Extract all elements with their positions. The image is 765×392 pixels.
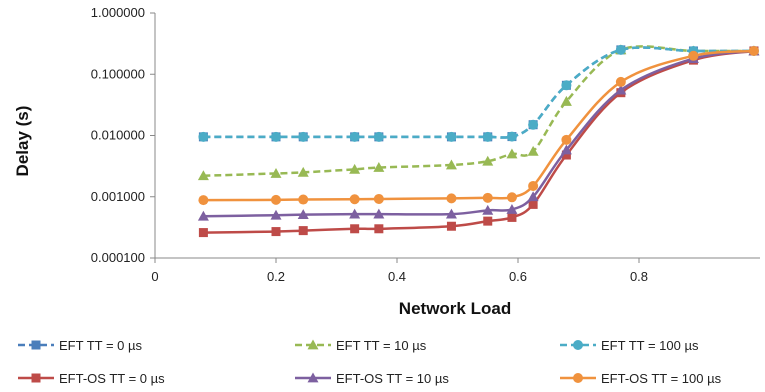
x-tick-label: 0.8	[630, 269, 648, 284]
x-tick-labels: 0 0.2 0.4 0.6 0.8	[151, 269, 648, 284]
data-point	[349, 131, 360, 142]
data-point	[198, 195, 209, 206]
chart-axes	[150, 12, 760, 263]
legend-label: EFT-OS TT = 100 µs	[601, 371, 722, 386]
data-point	[197, 210, 209, 221]
legend-marker	[573, 340, 583, 350]
data-point	[561, 80, 572, 91]
legend-label: EFT-OS TT = 0 µs	[59, 371, 165, 386]
data-point	[561, 134, 572, 145]
data-point	[528, 119, 539, 130]
legend-marker	[307, 372, 319, 383]
y-tick-label: 0.001000	[91, 189, 145, 204]
data-point	[298, 131, 309, 142]
data-point	[527, 145, 539, 156]
x-axis-label: Network Load	[399, 299, 511, 318]
data-point	[373, 208, 385, 219]
data-point	[373, 162, 385, 172]
data-point	[271, 194, 281, 205]
data-point	[298, 194, 309, 205]
data-point	[198, 228, 208, 238]
data-point	[349, 163, 361, 174]
data-point	[615, 44, 626, 55]
data-point	[506, 192, 517, 203]
y-tick-labels: 0.000100 0.001000 0.010000 0.100000 1.000000	[91, 5, 145, 265]
data-point	[198, 131, 209, 142]
legend-item: EFT TT = 100 µs	[560, 338, 699, 353]
data-point	[688, 50, 699, 61]
x-tick-label: 0.4	[388, 269, 406, 284]
legend-item: EFT-OS TT = 0 µs	[18, 371, 165, 386]
data-point	[298, 226, 308, 236]
data-point	[527, 191, 539, 202]
y-tick-label: 0.010000	[91, 128, 145, 143]
data-point	[560, 95, 572, 106]
data-point	[615, 76, 626, 87]
data-point	[506, 148, 518, 159]
data-point	[271, 227, 281, 237]
data-point	[615, 84, 627, 95]
data-point	[271, 131, 281, 142]
data-point	[482, 204, 494, 215]
data-point	[446, 193, 457, 204]
legend-item: EFT TT = 10 µs	[295, 338, 427, 353]
y-tick-label: 0.100000	[91, 66, 145, 81]
data-point	[197, 170, 209, 181]
legend-item: EFT-OS TT = 10 µs	[295, 371, 449, 386]
data-point	[373, 131, 384, 142]
data-point	[482, 155, 494, 166]
legend-label: EFT-OS TT = 10 µs	[336, 371, 449, 386]
legend-marker	[31, 340, 41, 350]
x-tick-label: 0.2	[267, 269, 285, 284]
data-point	[506, 203, 518, 214]
data-point	[270, 167, 282, 178]
y-axis-label: Delay (s)	[13, 106, 32, 177]
y-tick-label: 1.000000	[91, 5, 145, 20]
legend: EFT TT = 0 µs EFT TT = 10 µs EFT TT = 100 …	[18, 338, 722, 386]
data-point	[528, 199, 538, 209]
legend-item: EFT-OS TT = 100 µs	[560, 371, 722, 386]
series-6	[198, 45, 759, 206]
x-tick-label: 0	[151, 269, 158, 284]
series-5	[197, 45, 760, 221]
plot-area	[197, 44, 760, 238]
data-point	[507, 212, 517, 222]
data-point	[482, 131, 493, 142]
data-point	[446, 131, 457, 142]
data-point	[374, 224, 384, 234]
data-point	[446, 221, 456, 231]
data-point	[445, 208, 457, 219]
legend-label: EFT TT = 0 µs	[59, 338, 142, 353]
series-line	[203, 49, 755, 202]
data-point	[528, 180, 539, 191]
legend-marker	[307, 339, 319, 350]
series-4	[198, 46, 759, 238]
data-point	[560, 144, 572, 155]
data-point	[506, 131, 517, 142]
data-point	[349, 208, 361, 219]
legend-label: EFT TT = 10 µs	[336, 338, 427, 353]
data-point	[482, 192, 493, 203]
series-line	[203, 49, 755, 234]
data-point	[445, 159, 457, 170]
legend-marker	[31, 373, 41, 383]
data-point	[483, 216, 493, 226]
legend-marker	[573, 373, 583, 383]
x-tick-label: 0.6	[509, 269, 527, 284]
data-point	[350, 224, 360, 234]
y-tick-label: 0.000100	[91, 250, 145, 265]
data-point	[270, 209, 282, 220]
legend-item: EFT TT = 0 µs	[18, 338, 142, 353]
data-point	[297, 209, 309, 220]
data-point	[373, 193, 384, 204]
data-point	[561, 150, 571, 160]
data-point	[297, 166, 309, 177]
legend-label: EFT TT = 100 µs	[601, 338, 699, 353]
series-line	[203, 49, 755, 218]
data-point	[748, 45, 759, 56]
data-point	[349, 194, 360, 205]
